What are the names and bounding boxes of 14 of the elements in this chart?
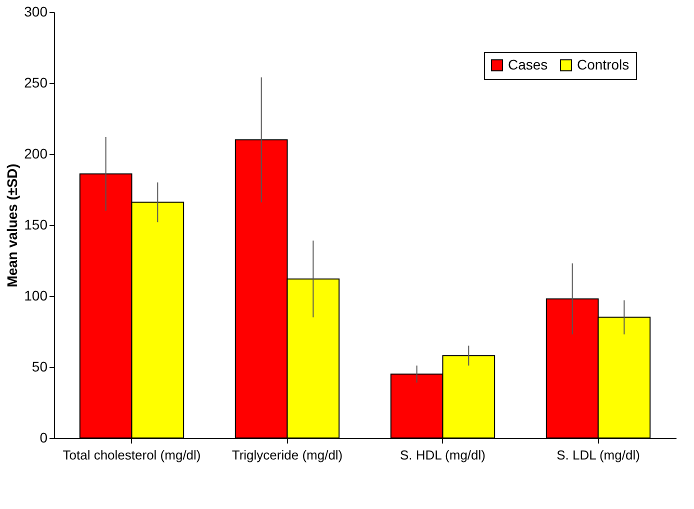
x-tick-label: Total cholesterol (mg/dl): [62, 448, 201, 462]
y-tick-label: 200: [24, 146, 48, 162]
y-tick-label: 150: [24, 216, 48, 232]
y-tick-label: 0: [40, 430, 48, 446]
y-tick-label: 100: [24, 288, 48, 304]
legend-label: Controls: [577, 56, 630, 72]
y-tick-label: 300: [24, 4, 48, 20]
legend-label: Cases: [508, 56, 548, 72]
y-tick-label: 50: [32, 358, 48, 374]
x-tick-label: S. HDL (mg/dl): [400, 448, 486, 462]
y-tick-label: 250: [24, 74, 48, 90]
x-tick-label: Triglyceride (mg/dl): [232, 448, 343, 462]
y-axis-title: Mean values (±SD): [4, 164, 20, 288]
x-tick-label: S. LDL (mg/dl): [556, 448, 640, 462]
